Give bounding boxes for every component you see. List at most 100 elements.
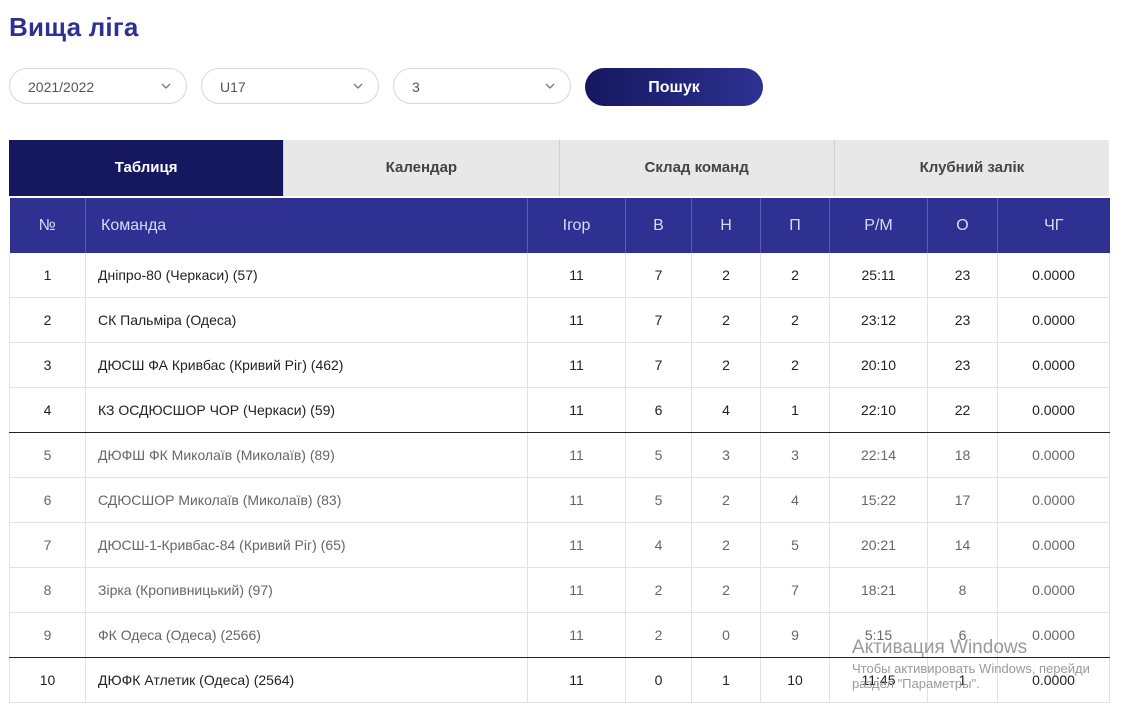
row-position: 4 [9,387,86,433]
row-wins: 6 [625,387,692,433]
chevron-down-icon [161,83,171,89]
age-select-value: U17 [220,79,246,95]
tab-table[interactable]: Таблиця [9,140,284,196]
row-wins: 5 [625,477,692,523]
header-wins: В [625,198,692,253]
row-wins: 7 [625,253,692,298]
page-title: Вища ліга [9,12,139,42]
header-losses: П [760,198,830,253]
row-games: 11 [527,567,626,613]
row-fair-play: 0.0000 [997,612,1110,658]
row-games: 11 [527,657,626,703]
header-games: Ігор [527,198,626,253]
row-fair-play: 0.0000 [997,387,1110,433]
row-games: 11 [527,253,626,298]
row-fair-play: 0.0000 [997,342,1110,388]
chevron-down-icon [545,83,555,89]
row-wins: 7 [625,342,692,388]
row-team: ДЮФШ ФК Миколаїв (Миколаїв) (89) [85,432,528,478]
table-row: 3 ДЮСШ ФА Кривбас (Кривий Ріг) (462) 11 7 2 2… [9,342,1110,388]
table-row: 2 СК Пальміра (Одеса) 11 7 2 2 23:12 23 0.0000 [9,297,1110,343]
table-row: 9 ФК Одеса (Одеса) (2566) 11 2 0 9 5:15 6 0.0000 [9,612,1110,658]
chevron-down-icon [353,83,363,89]
tab-team-rosters[interactable]: Склад команд [558,140,834,196]
row-draws: 2 [691,477,761,523]
row-position: 6 [9,477,86,523]
row-position: 10 [9,657,86,703]
row-team: ФК Одеса (Одеса) (2566) [85,612,528,658]
row-points: 1 [927,657,998,703]
row-position: 2 [9,297,86,343]
row-wins: 2 [625,612,692,658]
row-wins: 5 [625,432,692,478]
row-losses: 3 [760,432,830,478]
row-games: 11 [527,522,626,568]
row-draws: 2 [691,297,761,343]
row-goals: 18:21 [829,567,928,613]
row-goals: 11:45 [829,657,928,703]
row-position: 8 [9,567,86,613]
row-fair-play: 0.0000 [997,297,1110,343]
row-team: СК Пальміра (Одеса) [85,297,528,343]
row-games: 11 [527,477,626,523]
table-row: 5 ДЮФШ ФК Миколаїв (Миколаїв) (89) 11 5 3 3 22… [9,432,1110,478]
row-points: 8 [927,567,998,613]
row-points: 23 [927,342,998,388]
row-team: ДЮСШ ФА Кривбас (Кривий Ріг) (462) [85,342,528,388]
row-position: 5 [9,432,86,478]
row-games: 11 [527,612,626,658]
row-team: СДЮСШОР Миколаїв (Миколаїв) (83) [85,477,528,523]
group-select[interactable]: 3 [393,68,571,104]
row-fair-play: 0.0000 [997,522,1110,568]
row-points: 22 [927,387,998,433]
row-goals: 20:21 [829,522,928,568]
row-draws: 3 [691,432,761,478]
table-row: 8 Зірка (Кропивницький) (97) 11 2 2 7 18:21 8 0.… [9,567,1110,613]
row-position: 3 [9,342,86,388]
standings-table: № Команда Ігор В Н П Р/М О ЧГ 1 Дніпро-80… [9,198,1110,703]
row-losses: 7 [760,567,830,613]
row-draws: 2 [691,522,761,568]
row-team: ДЮФК Атлетик (Одеса) (2564) [85,657,528,703]
row-losses: 2 [760,342,830,388]
search-button[interactable]: Пошук [585,68,763,106]
row-goals: 5:15 [829,612,928,658]
header-draws: Н [691,198,761,253]
tab-club-standings[interactable]: Клубний залік [833,140,1109,196]
row-position: 7 [9,522,86,568]
row-draws: 2 [691,567,761,613]
age-select[interactable]: U17 [201,68,379,104]
row-games: 11 [527,387,626,433]
table-row: 4 КЗ ОСДЮСШОР ЧОР (Черкаси) (59) 11 6 4 1 22:1… [9,387,1110,433]
row-draws: 2 [691,253,761,298]
row-team: ДЮСШ-1-Кривбас-84 (Кривий Ріг) (65) [85,522,528,568]
row-goals: 20:10 [829,342,928,388]
row-wins: 2 [625,567,692,613]
table-row: 10 ДЮФК Атлетик (Одеса) (2564) 11 0 1 10 11:45… [9,657,1110,703]
row-losses: 5 [760,522,830,568]
row-draws: 2 [691,342,761,388]
row-losses: 1 [760,387,830,433]
table-row: 6 СДЮСШОР Миколаїв (Миколаїв) (83) 11 5 2 4 15… [9,477,1110,523]
tabs-bar: Таблиця Календар Склад команд Клубний за… [9,140,1109,196]
row-goals: 22:10 [829,387,928,433]
season-select[interactable]: 2021/2022 [9,68,187,104]
row-fair-play: 0.0000 [997,477,1110,523]
row-losses: 4 [760,477,830,523]
header-points: О [927,198,998,253]
row-team: Зірка (Кропивницький) (97) [85,567,528,613]
header-fair-play: ЧГ [997,198,1110,253]
row-points: 6 [927,612,998,658]
header-position: № [9,198,86,253]
row-draws: 4 [691,387,761,433]
season-select-value: 2021/2022 [28,79,95,95]
row-wins: 4 [625,522,692,568]
row-draws: 0 [691,612,761,658]
tab-calendar[interactable]: Календар [283,140,559,196]
row-fair-play: 0.0000 [997,567,1110,613]
row-points: 23 [927,253,998,298]
row-team: КЗ ОСДЮСШОР ЧОР (Черкаси) (59) [85,387,528,433]
row-fair-play: 0.0000 [997,657,1110,703]
row-goals: 22:14 [829,432,928,478]
row-points: 14 [927,522,998,568]
